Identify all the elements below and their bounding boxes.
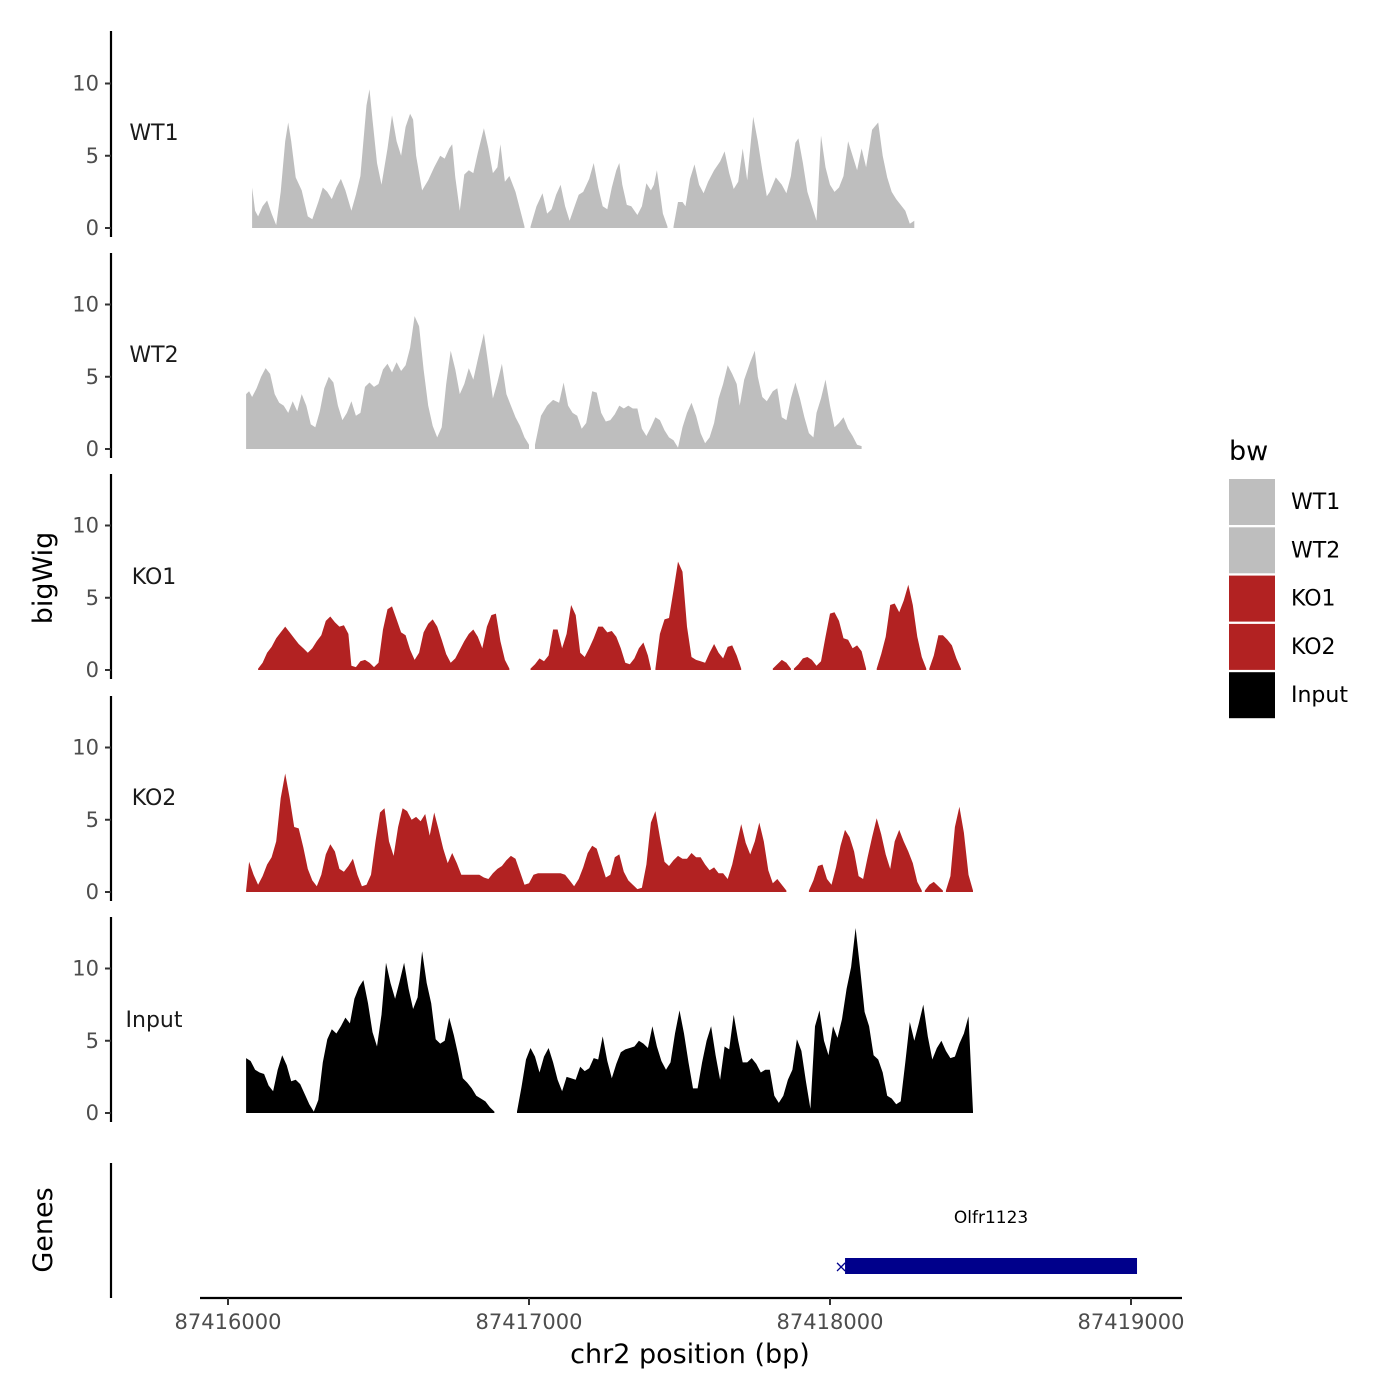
gene-strand-mark: ×	[834, 1257, 847, 1276]
x-tick-label: 87417000	[476, 1310, 583, 1334]
gene-models: × Olfr1123	[834, 1208, 1138, 1276]
legend-item-wt1: WT1	[1229, 479, 1340, 525]
legend-items: WT1 WT2 KO1 KO2 Input	[1229, 479, 1348, 719]
y-tick-label: 10	[72, 736, 99, 760]
legend-label: WT1	[1291, 490, 1340, 515]
signal-area	[258, 606, 510, 670]
y-tick-label: 10	[72, 957, 99, 981]
signal-area	[924, 881, 943, 892]
signal-area	[517, 928, 973, 1113]
y-tick-label: 0	[86, 880, 99, 904]
signal-area	[876, 584, 927, 670]
signal-area	[530, 163, 668, 228]
legend-item-input: Input	[1229, 672, 1348, 719]
y-axis-title: bigWig	[28, 532, 59, 625]
track-input: 0 5 10 Input	[72, 917, 973, 1125]
signal-area	[945, 806, 973, 892]
signal-area	[772, 659, 791, 670]
legend-swatch	[1229, 527, 1275, 574]
y-tick-label: 5	[86, 808, 99, 832]
track-label: Input	[126, 1008, 183, 1033]
legend: bw WT1 WT2 KO1 KO2 Input	[1229, 436, 1348, 719]
track-wt1: 0 5 10 WT1	[72, 31, 915, 240]
signal-area	[246, 316, 529, 449]
legend-item-wt2: WT2	[1229, 527, 1340, 574]
legend-title: bw	[1229, 436, 1268, 467]
y-tick-label: 0	[86, 216, 99, 240]
legend-label: KO1	[1291, 587, 1336, 612]
legend-item-ko1: KO1	[1229, 575, 1336, 622]
track-ko2: 0 5 10 KO2	[72, 696, 973, 904]
y-tick-label: 10	[72, 293, 99, 317]
legend-swatch	[1229, 672, 1275, 719]
gene-olfr1123: × Olfr1123	[834, 1208, 1138, 1276]
y-tick-label: 5	[86, 586, 99, 610]
signal-area	[793, 612, 867, 670]
legend-label: KO2	[1291, 635, 1336, 660]
signal-area	[252, 89, 525, 228]
genes-panel: Genes × Olfr1123	[28, 1163, 1138, 1298]
track-wt2: 0 5 10 WT2	[72, 253, 862, 461]
y-tick-label: 10	[72, 514, 99, 538]
x-tick-label: 87418000	[777, 1310, 884, 1334]
signal-area	[655, 561, 742, 670]
legend-swatch	[1229, 575, 1275, 622]
track-label: WT1	[129, 121, 178, 146]
x-tick-label: 87419000	[1078, 1310, 1185, 1334]
signal-area	[246, 951, 495, 1113]
x-axis-ticks: 87416000 87417000 87418000 87419000	[175, 1298, 1185, 1334]
track-label: KO1	[132, 565, 177, 590]
gene-body	[845, 1258, 1138, 1274]
x-axis-title: chr2 position (bp)	[570, 1339, 810, 1370]
y-tick-label: 5	[86, 1029, 99, 1053]
track-label: KO2	[132, 786, 177, 811]
genes-axis-title: Genes	[28, 1187, 59, 1272]
y-tick-label: 5	[86, 365, 99, 389]
y-tick-label: 0	[86, 658, 99, 682]
signal-area	[535, 350, 862, 449]
signal-area	[246, 773, 787, 892]
y-tick-label: 0	[86, 437, 99, 461]
signal-area	[530, 605, 651, 670]
signal-area	[929, 635, 961, 670]
x-axis: 87416000 87417000 87418000 87419000 chr2 po…	[175, 1296, 1185, 1370]
legend-swatch	[1229, 479, 1275, 525]
legend-label: Input	[1291, 683, 1348, 708]
signal-area	[808, 818, 922, 892]
x-tick-label: 87416000	[175, 1310, 282, 1334]
gene-label: Olfr1123	[954, 1208, 1028, 1228]
signal-tracks: 0 5 10 WT1 0 5 10 WT2 0 5 10 KO1 0 5 10 KO2 0 5 10 Input	[72, 31, 973, 1125]
legend-swatch	[1229, 623, 1275, 670]
signal-area	[673, 116, 915, 228]
y-tick-label: 0	[86, 1101, 99, 1125]
track-label: WT2	[129, 343, 178, 368]
legend-item-ko2: KO2	[1229, 623, 1336, 670]
legend-label: WT2	[1291, 538, 1340, 563]
track-ko1: 0 5 10 KO1	[72, 474, 961, 682]
y-tick-label: 5	[86, 144, 99, 168]
y-tick-label: 10	[72, 72, 99, 96]
